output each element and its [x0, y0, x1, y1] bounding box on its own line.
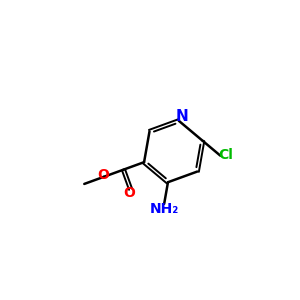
Text: N: N [176, 109, 189, 124]
Text: O: O [123, 186, 135, 200]
Text: O: O [97, 168, 109, 182]
Text: NH₂: NH₂ [150, 202, 179, 216]
Text: Cl: Cl [218, 148, 233, 161]
